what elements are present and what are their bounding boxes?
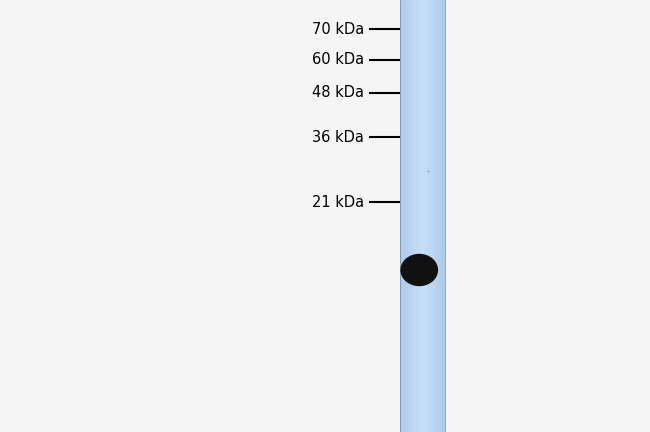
Text: 36 kDa: 36 kDa (312, 130, 364, 145)
Bar (403, 0, 404, 432)
Bar (436, 0, 437, 432)
Bar (421, 0, 422, 432)
Bar (415, 0, 416, 432)
Bar (444, 0, 445, 432)
Bar (435, 0, 436, 432)
Bar (437, 0, 438, 432)
Text: 60 kDa: 60 kDa (312, 52, 364, 67)
Bar (410, 0, 411, 432)
Bar (408, 0, 409, 432)
Bar (442, 0, 443, 432)
Bar (433, 0, 434, 432)
Bar (439, 0, 440, 432)
Bar (405, 0, 406, 432)
Bar (422, 0, 423, 432)
Bar (406, 0, 407, 432)
Bar (424, 0, 425, 432)
Bar (407, 0, 408, 432)
Bar (423, 0, 424, 432)
Bar (419, 0, 420, 432)
Bar (402, 0, 403, 432)
Bar (413, 0, 414, 432)
Bar (428, 0, 429, 432)
Bar (427, 0, 428, 432)
Bar (430, 0, 431, 432)
Bar (440, 0, 441, 432)
Text: 70 kDa: 70 kDa (312, 22, 364, 37)
Bar (412, 0, 413, 432)
Bar (414, 0, 415, 432)
Ellipse shape (400, 254, 438, 286)
Bar (404, 0, 405, 432)
Bar (416, 0, 417, 432)
Bar (434, 0, 435, 432)
Bar (443, 0, 444, 432)
Bar (425, 0, 426, 432)
Bar (418, 0, 419, 432)
Bar (426, 0, 427, 432)
Text: 48 kDa: 48 kDa (312, 86, 364, 100)
Bar (432, 0, 433, 432)
Text: 21 kDa: 21 kDa (312, 195, 364, 210)
Bar (401, 0, 402, 432)
Bar (400, 0, 401, 432)
Bar (431, 0, 432, 432)
Bar (441, 0, 442, 432)
Bar (411, 0, 412, 432)
Bar (417, 0, 418, 432)
Bar (409, 0, 410, 432)
